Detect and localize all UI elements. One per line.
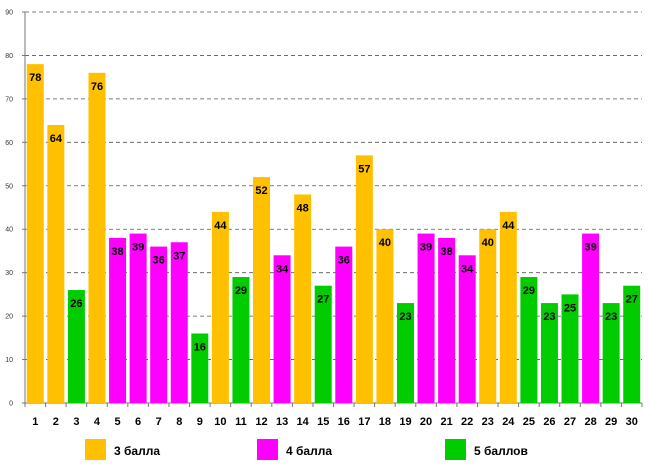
legend-swatch bbox=[85, 439, 106, 460]
legend-label: 4 балла bbox=[286, 444, 332, 458]
y-tick-label: 80 bbox=[5, 53, 13, 60]
x-tick-label: 16 bbox=[338, 416, 350, 428]
bar bbox=[582, 234, 599, 403]
data-label: 26 bbox=[70, 298, 82, 310]
legend-swatch bbox=[257, 439, 278, 460]
x-tick-label: 17 bbox=[358, 416, 370, 428]
bar bbox=[335, 247, 352, 403]
bar bbox=[418, 234, 435, 403]
x-tick-label: 12 bbox=[255, 416, 267, 428]
y-tick-label: 0 bbox=[9, 401, 13, 408]
y-tick-label: 40 bbox=[5, 227, 13, 234]
bar bbox=[88, 73, 105, 403]
x-tick-label: 11 bbox=[235, 416, 247, 428]
data-label: 38 bbox=[111, 246, 123, 258]
bar bbox=[130, 234, 147, 403]
data-label: 25 bbox=[564, 302, 576, 314]
x-tick-label: 4 bbox=[94, 416, 101, 428]
x-tick-label: 25 bbox=[523, 416, 535, 428]
data-label: 40 bbox=[379, 237, 391, 249]
data-label: 27 bbox=[626, 294, 638, 306]
data-label: 36 bbox=[338, 255, 350, 267]
bar bbox=[150, 247, 167, 403]
legend-label: 5 баллов bbox=[474, 444, 528, 458]
x-tick-label: 13 bbox=[276, 416, 288, 428]
data-label: 34 bbox=[276, 263, 289, 275]
y-tick-label: 50 bbox=[5, 183, 13, 190]
x-tick-label: 10 bbox=[214, 416, 226, 428]
x-tick-label: 22 bbox=[461, 416, 473, 428]
data-label: 39 bbox=[584, 242, 596, 254]
data-label: 29 bbox=[235, 285, 247, 297]
data-label: 48 bbox=[297, 202, 309, 214]
x-tick-label: 7 bbox=[156, 416, 162, 428]
bar bbox=[274, 255, 291, 403]
data-label: 37 bbox=[173, 250, 185, 262]
bar bbox=[212, 212, 229, 403]
x-tick-label: 23 bbox=[482, 416, 494, 428]
bar bbox=[376, 229, 393, 403]
bar bbox=[500, 212, 517, 403]
x-tick-label: 18 bbox=[379, 416, 391, 428]
x-tick-label: 24 bbox=[502, 416, 515, 428]
data-label: 16 bbox=[194, 341, 206, 353]
x-tick-label: 6 bbox=[135, 416, 141, 428]
x-tick-label: 30 bbox=[626, 416, 638, 428]
x-tick-label: 5 bbox=[114, 416, 120, 428]
x-tick-label: 14 bbox=[297, 416, 310, 428]
data-label: 29 bbox=[523, 285, 535, 297]
data-label: 23 bbox=[605, 311, 617, 323]
data-label: 36 bbox=[153, 255, 165, 267]
data-label: 76 bbox=[91, 81, 103, 93]
y-tick-label: 70 bbox=[5, 96, 13, 103]
bar bbox=[438, 238, 455, 403]
data-label: 23 bbox=[399, 311, 411, 323]
legend-label: 3 балла bbox=[114, 444, 160, 458]
data-label: 23 bbox=[543, 311, 555, 323]
x-tick-label: 26 bbox=[543, 416, 555, 428]
bar bbox=[27, 64, 44, 403]
data-label: 78 bbox=[29, 72, 41, 84]
data-label: 44 bbox=[502, 220, 515, 232]
data-label: 64 bbox=[50, 133, 63, 145]
x-tick-label: 3 bbox=[73, 416, 79, 428]
x-tick-label: 20 bbox=[420, 416, 432, 428]
bar bbox=[253, 177, 270, 403]
bar bbox=[356, 155, 373, 403]
legend-swatch bbox=[445, 439, 466, 460]
x-tick-label: 8 bbox=[176, 416, 182, 428]
bar bbox=[109, 238, 126, 403]
data-label: 52 bbox=[255, 185, 267, 197]
bar bbox=[479, 229, 496, 403]
x-tick-label: 19 bbox=[399, 416, 411, 428]
y-tick-label: 90 bbox=[5, 10, 13, 17]
x-tick-label: 2 bbox=[53, 416, 59, 428]
data-label: 39 bbox=[420, 242, 432, 254]
data-label: 27 bbox=[317, 294, 329, 306]
data-label: 34 bbox=[461, 263, 474, 275]
data-label: 57 bbox=[358, 163, 370, 175]
x-tick-label: 21 bbox=[440, 416, 452, 428]
bar bbox=[47, 125, 64, 403]
x-tick-label: 15 bbox=[317, 416, 329, 428]
x-tick-label: 27 bbox=[564, 416, 576, 428]
data-label: 38 bbox=[440, 246, 452, 258]
bar bbox=[294, 194, 311, 403]
data-label: 39 bbox=[132, 242, 144, 254]
data-label: 44 bbox=[214, 220, 227, 232]
bar bbox=[459, 255, 476, 403]
data-label: 40 bbox=[482, 237, 494, 249]
y-tick-label: 30 bbox=[5, 270, 13, 277]
bar bbox=[171, 242, 188, 403]
x-tick-label: 28 bbox=[584, 416, 596, 428]
bar-chart: 0102030405060708090781642263764385396367… bbox=[0, 0, 650, 475]
y-tick-label: 10 bbox=[5, 357, 13, 364]
x-tick-label: 29 bbox=[605, 416, 617, 428]
y-tick-label: 60 bbox=[5, 140, 13, 147]
y-tick-label: 20 bbox=[5, 314, 13, 321]
x-tick-label: 9 bbox=[197, 416, 203, 428]
x-tick-label: 1 bbox=[32, 416, 38, 428]
